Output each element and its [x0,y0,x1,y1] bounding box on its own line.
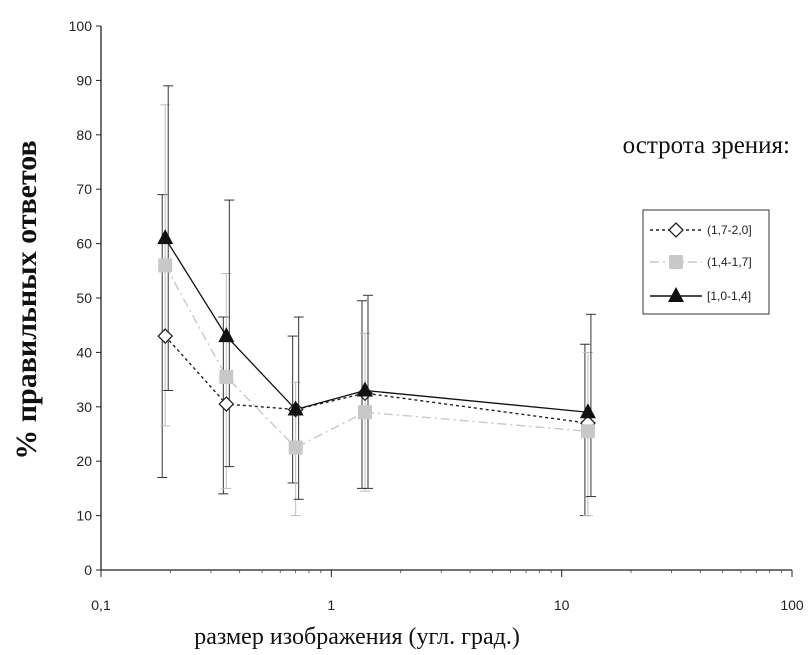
legend-label-2: (1,4-1,7] [707,255,752,269]
legend-marker-2 [669,255,683,269]
data-point-series-3 [356,381,373,397]
data-point-series-1 [218,396,235,412]
data-point-series-2 [219,369,234,384]
acuity-annotation: острота зрения: [623,132,790,159]
y-tick-label: 100 [69,18,93,34]
axis-ticks: 0 10 20 30 40 50 60 70 80 90 100 0,1 1 10 100 [69,18,804,613]
y-tick-label: 40 [76,344,92,360]
error-bars [157,85,596,517]
y-tick-label: 50 [76,290,92,306]
y-tick-label: 30 [76,399,92,415]
series-line-1 [164,335,589,424]
x-tick-label: 100 [780,597,804,613]
series-lines [164,237,589,449]
data-point-series-3 [287,400,304,416]
series-line-2 [164,265,588,449]
series-markers [157,229,596,455]
legend: (1,7-2,0] (1,4-1,7] [1,0-1,4] [642,209,770,315]
y-tick-label: 20 [76,453,92,469]
data-point-series-2 [158,258,173,273]
data-point-series-3 [218,327,235,343]
x-axis-label: размер изображения (угл. град.) [194,624,520,650]
data-point-series-3 [157,229,174,245]
y-tick-label: 80 [76,127,92,143]
y-tick-label: 60 [76,236,92,252]
legend-label-1: (1,7-2,0] [707,223,752,237]
series-line-3 [164,237,588,413]
y-axis-label: % правильных ответов [10,140,43,460]
y-tick-label: 90 [76,72,92,88]
y-tick-label: 10 [76,508,92,524]
x-tick-label: 10 [554,597,570,613]
data-point-series-1 [157,328,174,344]
legend-marker-3 [668,287,684,302]
data-point-series-2 [357,405,372,420]
y-tick-label: 70 [76,181,92,197]
data-point-series-3 [579,403,596,419]
y-tick-label: 0 [84,562,92,578]
x-tick-label: 0,1 [91,597,111,613]
legend-label-3: [1,0-1,4] [707,289,751,303]
x-tick-label: 1 [327,597,335,613]
data-point-series-2 [580,424,595,439]
legend-marker-1 [668,222,684,238]
data-point-series-2 [288,440,303,455]
